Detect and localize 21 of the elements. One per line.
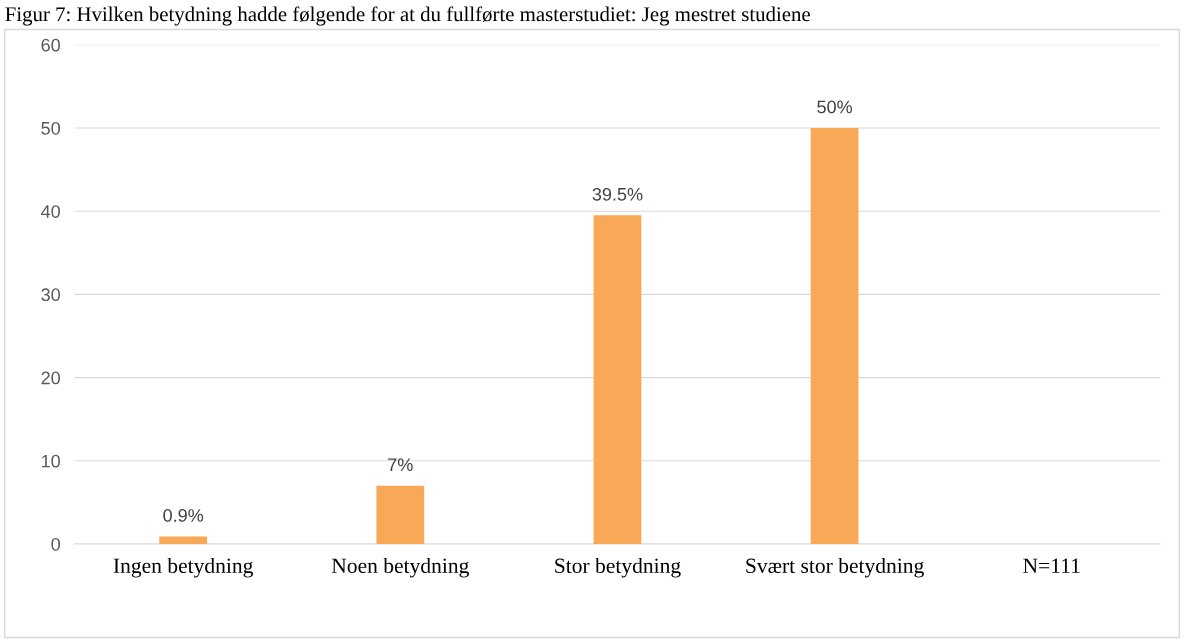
- chart-title: Figur 7: Hvilken betydning hadde følgende for at du fullførte masterstudiet: Jeg mestret studiene: [5, 6, 810, 26]
- y-tick-label: 10: [42, 454, 60, 468]
- y-tick-label: 30: [41, 288, 60, 302]
- x-tick-label: Noen betydning: [331, 557, 469, 578]
- bar: [593, 215, 642, 544]
- data-label: 39.5%: [592, 187, 643, 201]
- y-tick-label: 60: [41, 38, 60, 52]
- bar: [810, 128, 859, 544]
- y-tick-label: 20: [41, 371, 60, 385]
- y-tick-label: 0: [51, 537, 60, 551]
- x-tick-label: Stor betydning: [555, 557, 681, 578]
- x-tick-label: Svært stor betydning: [746, 557, 924, 578]
- x-tick-label: N=111: [1023, 558, 1080, 573]
- data-label: 7%: [388, 458, 413, 472]
- data-label: 0.9%: [163, 509, 204, 522]
- bar: [376, 485, 425, 544]
- x-tick-label: Ingen betydning: [113, 557, 253, 578]
- data-label: 50%: [817, 100, 853, 114]
- y-tick-label: 40: [41, 205, 60, 218]
- bar: [159, 536, 208, 544]
- y-tick-label: 50: [41, 121, 60, 135]
